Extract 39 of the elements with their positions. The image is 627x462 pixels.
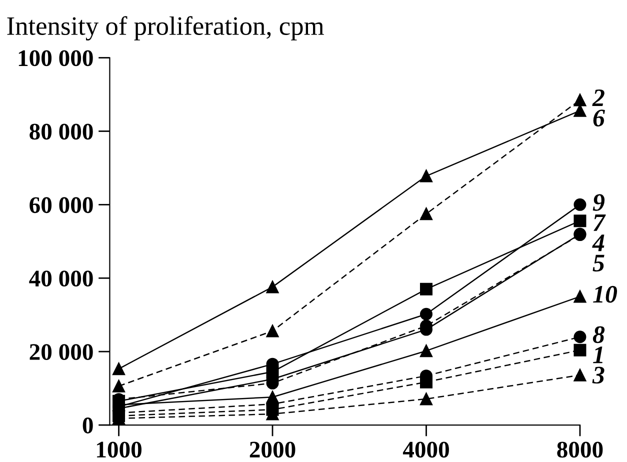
point (420, 392, 432, 406)
series-label: 8 (592, 326, 605, 344)
series-label: 10 (593, 286, 618, 303)
y-tick-label: 40 000 (29, 270, 93, 287)
series-label: 6 (593, 110, 605, 126)
point (266, 390, 279, 404)
point (420, 344, 432, 358)
point (574, 330, 586, 344)
series-label: 2 (592, 89, 604, 106)
x-tick-label: 2000 (250, 442, 296, 458)
point (574, 290, 586, 303)
point (112, 380, 126, 392)
y-tick-label: 20 000 (30, 344, 93, 360)
point (420, 308, 432, 320)
point (266, 280, 279, 294)
y-tick-label: 60 000 (30, 197, 93, 214)
series-label: 3 (592, 366, 604, 384)
point (420, 282, 432, 296)
series-label: 9 (592, 194, 605, 211)
y-tick-label: 0 (82, 418, 93, 434)
y-tick-label: 80 000 (30, 124, 93, 140)
point (574, 94, 586, 106)
series-label: 1 (593, 346, 602, 364)
point (266, 324, 279, 338)
series-label: 5 (592, 254, 604, 272)
point (574, 198, 586, 211)
series-label: 4 (592, 234, 604, 252)
point (420, 208, 432, 220)
x-tick-label: 1000 (97, 442, 142, 458)
point (574, 368, 586, 382)
y-tick-label: 100 000 (18, 50, 93, 66)
x-tick-label: 4000 (402, 442, 449, 458)
x-tick-label: 8000 (557, 442, 603, 458)
point (574, 344, 586, 356)
y-axis-title: Intensity of proliferation, cpm (7, 16, 324, 40)
series-label: 7 (594, 214, 606, 231)
point (420, 170, 432, 182)
point (574, 214, 586, 228)
point (112, 362, 126, 376)
